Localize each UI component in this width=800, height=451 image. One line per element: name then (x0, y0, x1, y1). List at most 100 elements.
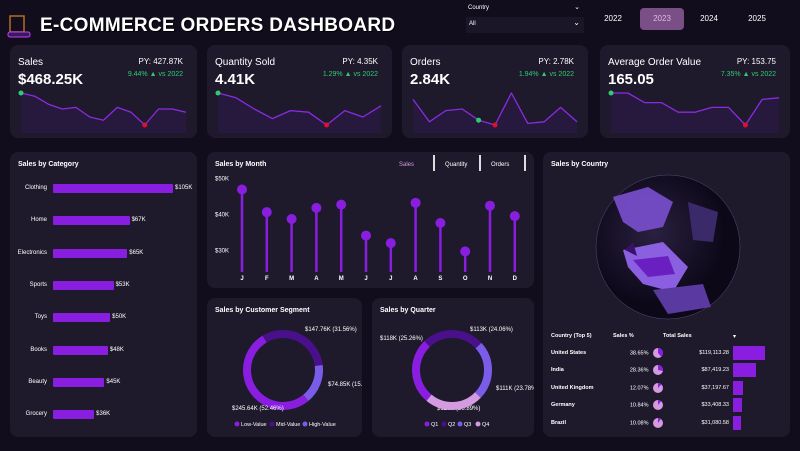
country-filter-label: Country (468, 5, 490, 11)
category-bar[interactable] (53, 345, 108, 355)
month-point[interactable] (261, 207, 272, 218)
card-title: Sales by Month (215, 161, 267, 168)
donut-slice[interactable] (426, 392, 481, 410)
kpi-change: 1.29% ▲ vs 2022 (322, 71, 378, 78)
category-value-label: $67K (131, 217, 146, 224)
category-value-label: $36K (96, 411, 111, 418)
kpi-prior-year: PY: 153.75 (736, 57, 776, 66)
slice-label: $74.85K (15.98%) (328, 382, 362, 388)
x-tick-label: A (413, 276, 418, 282)
table-row[interactable]: India 28.36% $87,419.23 (551, 362, 783, 380)
legend-label[interactable]: High-Value (309, 422, 336, 428)
x-tick-label: J (240, 276, 243, 282)
donut-slice[interactable] (412, 341, 432, 401)
category-bar[interactable] (53, 248, 128, 258)
x-tick-label: O (463, 276, 468, 282)
tab-divider (524, 155, 526, 171)
category-bar[interactable] (53, 184, 173, 193)
month-point[interactable] (336, 199, 347, 210)
total-sales-bar (733, 363, 757, 378)
country-shape[interactable] (688, 202, 718, 242)
donut-slice[interactable] (243, 335, 309, 410)
category-label: Electronics (17, 249, 47, 256)
month-point[interactable] (485, 200, 495, 211)
total-sales: $119,113.28 (699, 349, 729, 356)
column-header[interactable]: Sales % (613, 333, 634, 339)
country-filter[interactable]: Country ⌄ All ⌄ (466, 4, 584, 33)
pie-icon (653, 400, 663, 411)
month-point[interactable] (286, 214, 297, 225)
month-point[interactable] (435, 217, 446, 228)
y-tick-label: $30K (215, 249, 229, 255)
sort-icon[interactable]: ▾ (733, 333, 737, 340)
month-point[interactable] (385, 238, 396, 249)
x-tick-label: D (513, 276, 518, 282)
donut-slice[interactable] (303, 365, 323, 401)
country-shape[interactable] (613, 187, 673, 232)
table-row[interactable]: Germany 10.84% $33,408.33 (551, 397, 783, 415)
country-shape[interactable] (653, 284, 711, 314)
chevron-down-icon: ⌄ (574, 4, 580, 11)
tab-sales[interactable]: Sales (399, 162, 415, 168)
category-label: Toys (34, 314, 47, 321)
donut-slice[interactable] (262, 330, 323, 367)
legend-label[interactable]: Q1 (431, 422, 438, 428)
card-title: Sales by Category (18, 161, 79, 168)
x-tick-label: M (289, 276, 294, 282)
year-button-2025[interactable]: 2025 (748, 14, 766, 23)
legend-label[interactable]: Q3 (464, 422, 471, 428)
max-point (215, 90, 221, 96)
category-bar[interactable] (53, 313, 111, 323)
slice-label: $118K (25.26%) (380, 336, 423, 342)
pie-icon (653, 382, 663, 393)
legend-label[interactable]: Mid-Value (276, 422, 300, 428)
min-point (324, 122, 330, 128)
country-name: Germany (551, 402, 575, 409)
legend-label[interactable]: Low-Value (241, 422, 267, 428)
card-title: Sales by Customer Segment (215, 307, 310, 314)
min-point (492, 122, 498, 128)
table-row[interactable]: Brazil 10.08% $31,080.58 (551, 414, 783, 432)
slice-label: $113K (24.06%) (470, 327, 513, 333)
sales-pct: 12.07% (629, 385, 649, 392)
legend-label[interactable]: Q4 (482, 422, 489, 428)
total-sales-bar (733, 398, 742, 413)
tab-quantity[interactable]: Quantity (445, 162, 468, 168)
category-bar[interactable] (53, 280, 114, 290)
donut-slice[interactable] (474, 342, 492, 398)
category-bar[interactable] (53, 377, 105, 387)
month-point[interactable] (237, 184, 247, 195)
year-button-2022[interactable]: 2022 (604, 14, 622, 23)
kpi-value: 2.84K (410, 71, 451, 88)
category-bar[interactable] (53, 216, 130, 226)
column-header[interactable]: Country (Top 5) (551, 333, 592, 339)
sales-pct: 28.36% (629, 367, 649, 374)
country-shape[interactable] (633, 256, 675, 277)
sales-pct: 10.84% (629, 402, 649, 409)
logo-icon (6, 12, 32, 38)
month-point[interactable] (460, 246, 471, 257)
month-point[interactable] (509, 211, 520, 222)
kpi-card-orders: Orders 2.84K PY: 2.78K 1.94% ▲ vs 2022 (402, 45, 588, 138)
globe-map[interactable] (593, 172, 743, 322)
month-point[interactable] (410, 197, 421, 208)
donut-slice[interactable] (424, 330, 482, 349)
legend-marker (234, 421, 240, 427)
kpi-card-sales: Sales $468.25K PY: 427.87K 9.44% ▲ vs 2022 (10, 45, 197, 138)
year-button-2023[interactable]: 2023 (640, 8, 684, 30)
column-header[interactable]: Total Sales (663, 333, 692, 339)
legend-label[interactable]: Q2 (448, 422, 455, 428)
kpi-sparkline (215, 90, 382, 133)
month-point[interactable] (361, 230, 371, 241)
table-row[interactable]: United States 38.65% $119,113.28 (551, 344, 783, 362)
kpi-prior-year: PY: 4.35K (342, 57, 378, 66)
month-point[interactable] (311, 202, 322, 213)
tab-orders[interactable]: Orders (491, 162, 510, 168)
year-button-2024[interactable]: 2024 (700, 14, 718, 23)
x-tick-label: J (364, 276, 367, 282)
kpi-prior-year: PY: 2.78K (538, 57, 574, 66)
category-bar[interactable] (53, 410, 95, 420)
legend-marker (475, 421, 481, 427)
table-row[interactable]: United Kingdom 12.07% $37,197.67 (551, 379, 783, 397)
card-title: Sales by Quarter (380, 307, 436, 314)
